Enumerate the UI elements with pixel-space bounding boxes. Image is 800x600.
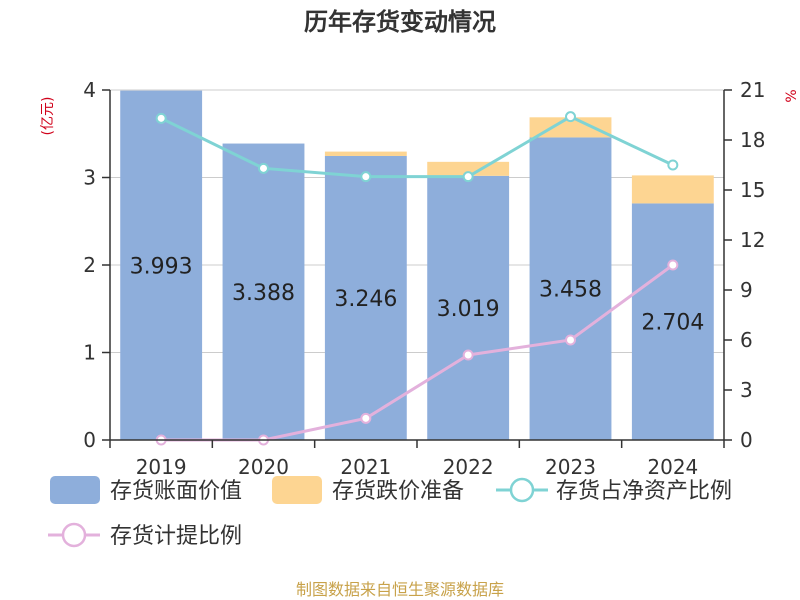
bars-group <box>120 90 714 441</box>
source-note: 制图数据来自恒生聚源数据库 <box>296 580 504 599</box>
net-assets-ratio-point <box>565 111 576 123</box>
net-assets-ratio-point <box>462 171 474 183</box>
legend-marker-provision-ratio <box>61 522 87 548</box>
net-assets-ratio-point <box>360 171 372 183</box>
legend-label-net-assets-ratio: 存货占净资产比例 <box>556 479 732 504</box>
right-tick-label: 0 <box>740 428 753 452</box>
provision-ratio-point <box>360 412 372 424</box>
bar-book-value <box>324 155 407 440</box>
bar-book-value <box>529 137 612 441</box>
bar-book-value <box>427 175 510 440</box>
right-tick-label: 21 <box>740 78 765 102</box>
bar-impairment <box>631 175 714 204</box>
x-tick-label: 2019 <box>136 455 187 479</box>
legend-item-impairment: 存货跌价准备 <box>272 476 464 504</box>
left-tick-label: 3 <box>83 166 96 190</box>
left-tick-label: 0 <box>83 428 96 452</box>
bar-value-label: 2.704 <box>641 311 704 336</box>
legend-item-book-value: 存货账面价值 <box>50 476 242 504</box>
legend-label-book-value: 存货账面价值 <box>110 479 242 504</box>
x-tick-label: 2020 <box>238 455 289 479</box>
provision-ratio-point <box>565 334 576 346</box>
net-assets-ratio-point <box>155 112 167 124</box>
right-tick-label: 6 <box>740 328 753 352</box>
left-tick-label: 4 <box>83 78 96 102</box>
bar-book-value <box>120 90 203 441</box>
legend-swatch-book-value <box>50 476 100 504</box>
right-tick-label: 15 <box>740 178 765 202</box>
legend-item-provision-ratio: 存货计提比例 <box>48 522 242 549</box>
bar-value-label: 3.993 <box>130 254 193 279</box>
legend-label-impairment: 存货跌价准备 <box>332 479 464 504</box>
bar-value-label: 3.019 <box>437 297 500 322</box>
net-assets-ratio-line <box>160 114 674 179</box>
left-tick-label: 1 <box>83 341 96 365</box>
left-tick-label: 2 <box>83 253 96 277</box>
right-tick-label: 18 <box>740 128 765 152</box>
provision-ratio-point <box>667 259 679 271</box>
legend-swatch-impairment <box>272 476 322 504</box>
legend-label-provision-ratio: 存货计提比例 <box>110 524 242 549</box>
x-tick-label: 2021 <box>340 455 391 479</box>
bar-value-label: 3.458 <box>539 278 602 303</box>
bar-labels-group: 3.993 3.388 3.246 3.019 3.458 2.704 <box>130 254 705 335</box>
bar-impairment <box>324 151 407 156</box>
right-tick-label: 12 <box>740 228 765 252</box>
bar-book-value <box>222 143 305 441</box>
right-axis-unit: % <box>784 89 800 102</box>
bar-value-label: 3.388 <box>232 281 295 306</box>
left-axis-unit: (亿元) <box>40 97 56 136</box>
net-assets-ratio-point <box>667 159 679 171</box>
bar-book-value <box>631 203 714 440</box>
net-assets-ratio-point <box>258 162 269 174</box>
chart-title: 历年存货变动情况 <box>304 8 496 36</box>
legend: 存货账面价值 存货跌价准备 存货占净资产比例 存货计提比例 <box>48 476 732 549</box>
provision-ratio-point <box>462 349 474 361</box>
right-tick-label: 3 <box>740 378 753 402</box>
legend-item-net-assets-ratio: 存货占净资产比例 <box>496 477 732 504</box>
legend-marker-net-assets-ratio <box>509 477 535 503</box>
x-tick-label: 2024 <box>647 455 698 479</box>
x-tick-label: 2023 <box>545 455 596 479</box>
bar-value-label: 3.246 <box>334 287 397 312</box>
bar-impairment <box>529 117 612 138</box>
right-tick-label: 9 <box>740 278 753 302</box>
x-tick-label: 2022 <box>443 455 494 479</box>
